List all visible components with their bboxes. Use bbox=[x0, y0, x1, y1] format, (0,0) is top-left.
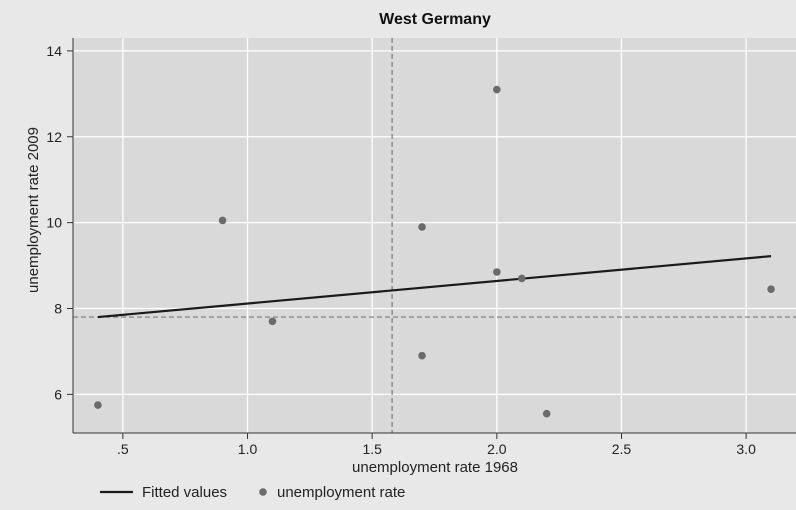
x-tick-label: 3.0 bbox=[736, 441, 756, 457]
chart-title: West Germany bbox=[379, 11, 491, 28]
x-tick-label: 1.5 bbox=[362, 441, 382, 457]
x-axis: .5 1.0 1.5 2.0 2.5 3.0 bbox=[73, 432, 796, 457]
y-axis-title: unemployment rate 2009 bbox=[25, 127, 42, 293]
legend-dot-swatch bbox=[259, 488, 267, 496]
data-point bbox=[542, 409, 551, 418]
data-point bbox=[418, 351, 426, 360]
x-axis-title: unemployment rate 1968 bbox=[352, 459, 518, 476]
x-tick-label: 2.5 bbox=[612, 441, 632, 457]
y-tick-label: 12 bbox=[46, 129, 62, 145]
legend-label-unemployment-rate: unemployment rate bbox=[277, 484, 405, 501]
data-point bbox=[493, 85, 501, 94]
data-point bbox=[218, 216, 227, 225]
y-tick-label: 8 bbox=[54, 300, 62, 316]
data-point bbox=[94, 401, 102, 409]
y-tick-label: 10 bbox=[46, 215, 62, 231]
x-tick-label: 1.0 bbox=[238, 441, 258, 457]
reference-lines bbox=[73, 38, 796, 433]
data-point bbox=[767, 285, 775, 293]
plot-area bbox=[73, 38, 796, 433]
y-axis: 6 8 10 12 14 bbox=[46, 38, 74, 433]
legend: Fitted values unemployment rate bbox=[100, 484, 405, 501]
x-tick-label: .5 bbox=[117, 441, 129, 457]
data-point bbox=[268, 317, 277, 326]
y-tick-label: 6 bbox=[54, 386, 62, 402]
series-layer bbox=[94, 85, 775, 418]
data-point bbox=[517, 274, 526, 283]
legend-label-fitted-values: Fitted values bbox=[142, 484, 227, 501]
fitted-values-line bbox=[97, 255, 772, 319]
x-tick-label: 2.0 bbox=[487, 441, 507, 457]
y-tick-label: 14 bbox=[46, 43, 62, 59]
data-point bbox=[418, 223, 426, 231]
data-point bbox=[493, 268, 501, 276]
